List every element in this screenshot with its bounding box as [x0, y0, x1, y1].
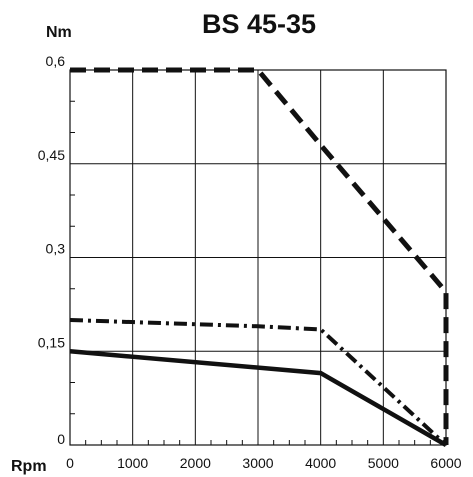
y-tick-label: 0,45	[38, 147, 65, 163]
y-tick-label: 0,6	[46, 53, 66, 69]
grid	[69, 69, 447, 446]
y-tick-labels: 0 0,15 0,3 0,45 0,6	[38, 53, 65, 447]
x-axis-label: Rpm	[11, 458, 47, 475]
x-tick-label: 1000	[117, 455, 148, 471]
x-tick-label: 6000	[430, 455, 461, 471]
series-lines	[69, 67, 449, 447]
x-tick-labels: 0 1000 2000 3000 4000 5000 6000	[66, 455, 462, 471]
x-tick-label: 0	[66, 455, 74, 471]
series-line-solid	[69, 349, 448, 447]
x-tick-label: 2000	[180, 455, 211, 471]
minor-ticks	[70, 100, 431, 445]
chart-title: BS 45-35	[202, 9, 316, 39]
y-axis-label: Nm	[46, 24, 72, 41]
series-line-dashed	[70, 67, 449, 445]
y-tick-label: 0,3	[46, 241, 66, 257]
y-tick-label: 0	[57, 431, 65, 447]
x-tick-label: 3000	[242, 455, 273, 471]
series-line-dash-dot	[69, 318, 448, 447]
x-tick-label: 4000	[305, 455, 336, 471]
y-tick-label: 0,15	[38, 334, 65, 350]
x-tick-label: 5000	[368, 455, 399, 471]
